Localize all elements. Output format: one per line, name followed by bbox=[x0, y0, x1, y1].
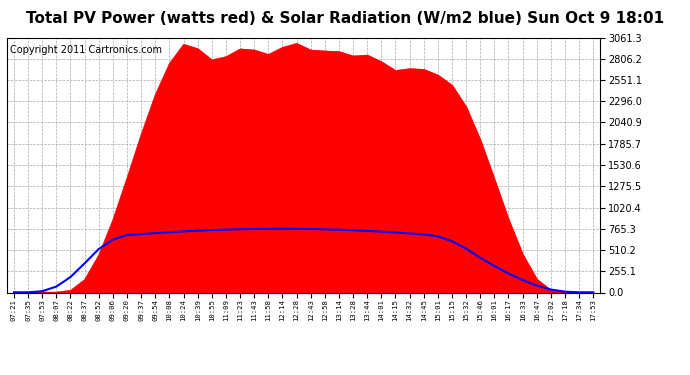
Text: Total PV Power (watts red) & Solar Radiation (W/m2 blue) Sun Oct 9 18:01: Total PV Power (watts red) & Solar Radia… bbox=[26, 11, 664, 26]
Text: Copyright 2011 Cartronics.com: Copyright 2011 Cartronics.com bbox=[10, 45, 162, 55]
